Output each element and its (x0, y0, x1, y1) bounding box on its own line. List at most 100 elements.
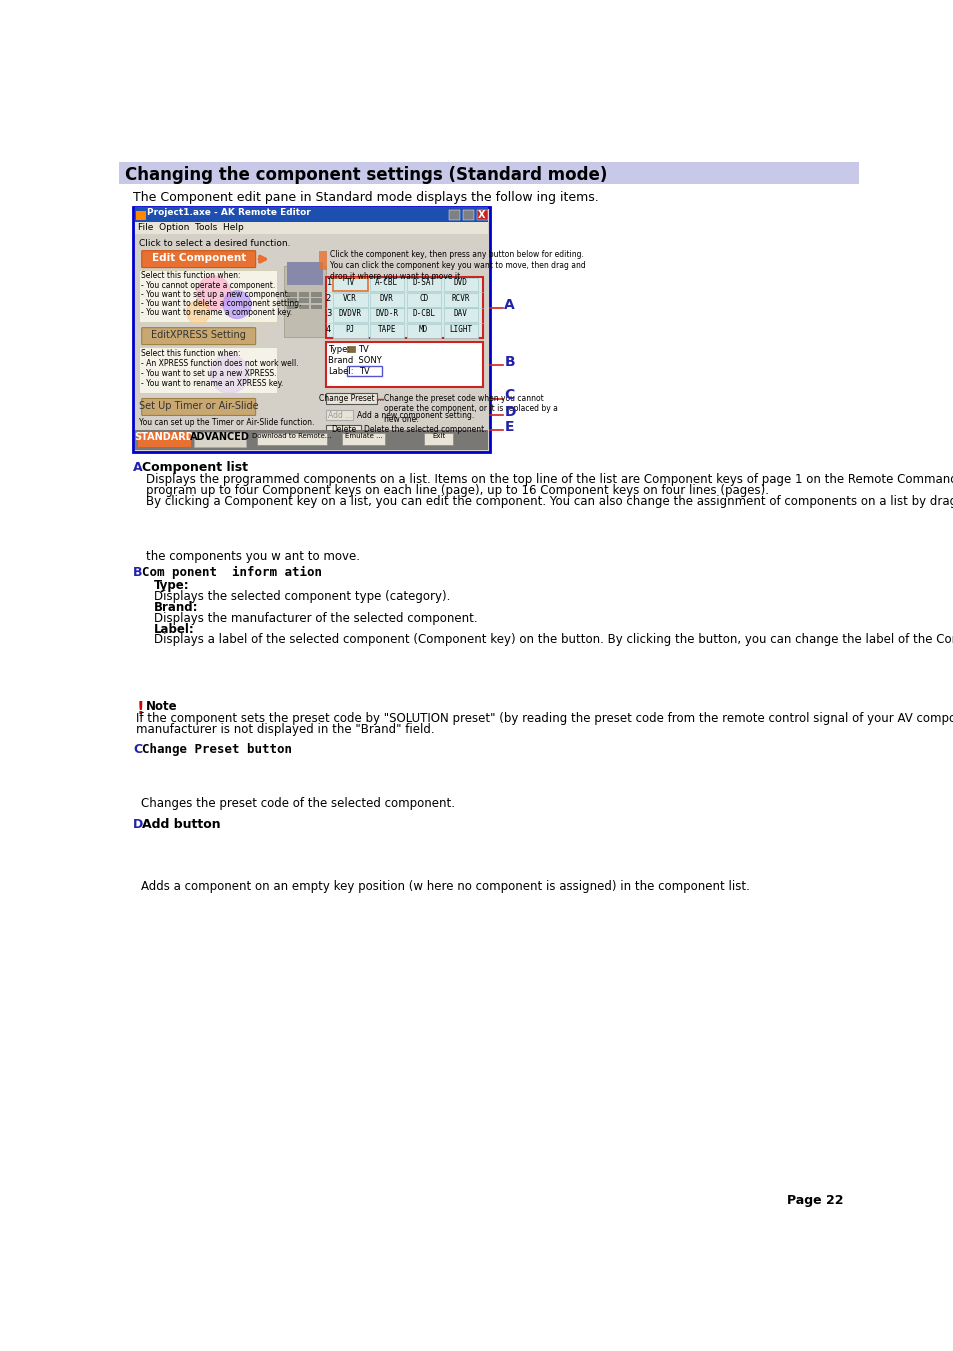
Text: Add button: Add button (142, 819, 221, 831)
FancyBboxPatch shape (370, 293, 404, 307)
Text: CD: CD (418, 293, 428, 303)
FancyBboxPatch shape (142, 399, 255, 416)
Text: A: A (133, 461, 143, 474)
Text: 1: 1 (326, 278, 331, 288)
FancyBboxPatch shape (134, 235, 488, 449)
FancyBboxPatch shape (142, 328, 255, 345)
FancyBboxPatch shape (333, 293, 367, 307)
Text: Change Preset button: Change Preset button (142, 743, 293, 755)
Text: Label:: Label: (154, 623, 194, 635)
FancyBboxPatch shape (193, 431, 246, 447)
Text: RCVR: RCVR (451, 293, 469, 303)
Text: DVR: DVR (379, 293, 394, 303)
Text: Changes the preset code of the selected component.: Changes the preset code of the selected … (141, 797, 455, 809)
Text: Brand:: Brand: (154, 601, 198, 613)
FancyBboxPatch shape (286, 292, 296, 297)
FancyBboxPatch shape (311, 292, 321, 297)
FancyBboxPatch shape (342, 434, 385, 446)
Text: Com ponent  inform ation: Com ponent inform ation (142, 566, 322, 578)
Text: program up to four Component keys on each line (page), up to 16 Component keys o: program up to four Component keys on eac… (146, 484, 768, 497)
Text: Select this function when:: Select this function when: (141, 272, 240, 281)
Text: Displays the programmed components on a list. Items on the top line of the list : Displays the programmed components on a … (146, 473, 953, 486)
Text: PJ: PJ (345, 324, 355, 334)
Text: - You want to set up a new component.: - You want to set up a new component. (141, 290, 290, 299)
Text: - You want to set up a new XPRESS.: - You want to set up a new XPRESS. (141, 369, 276, 378)
FancyBboxPatch shape (326, 411, 353, 420)
FancyBboxPatch shape (311, 304, 321, 309)
Text: Add a new component setting.: Add a new component setting. (356, 411, 474, 420)
Text: Displays a label of the selected component (Component key) on the button. By cli: Displays a label of the selected compone… (154, 634, 953, 646)
FancyBboxPatch shape (406, 277, 441, 292)
FancyBboxPatch shape (347, 346, 355, 353)
Text: D-SAT: D-SAT (412, 278, 435, 288)
Text: Change Preset ...: Change Preset ... (318, 394, 383, 403)
Text: Click to select a desired function.: Click to select a desired function. (139, 239, 291, 249)
Text: Click the component key, then press any button below for editing.
You can click : Click the component key, then press any … (330, 250, 585, 281)
Text: TV: TV (358, 367, 369, 376)
FancyBboxPatch shape (319, 251, 327, 270)
Text: Adds a component on an empty key position (w here no component is assigned) in t: Adds a component on an empty key positio… (141, 880, 749, 893)
Text: - You want to rename a component key.: - You want to rename a component key. (141, 308, 292, 317)
FancyBboxPatch shape (298, 299, 309, 303)
Text: 3: 3 (326, 309, 331, 319)
FancyBboxPatch shape (370, 308, 404, 323)
FancyBboxPatch shape (406, 308, 441, 323)
Text: !: ! (136, 700, 144, 717)
Text: B: B (133, 566, 143, 578)
FancyBboxPatch shape (283, 266, 326, 336)
Text: TV: TV (357, 345, 368, 354)
FancyBboxPatch shape (326, 342, 483, 386)
Text: STANDARD: STANDARD (134, 432, 193, 442)
Text: TV: TV (345, 278, 355, 288)
FancyBboxPatch shape (133, 207, 489, 451)
Text: Changing the component settings (Standard mode): Changing the component settings (Standar… (125, 166, 607, 184)
Text: ADVANCED: ADVANCED (190, 432, 250, 442)
Text: DVD-R: DVD-R (375, 309, 398, 319)
Text: Displays the selected component type (category).: Displays the selected component type (ca… (154, 590, 450, 604)
Text: C: C (133, 743, 142, 755)
FancyBboxPatch shape (139, 347, 276, 393)
Text: D-CBL: D-CBL (412, 309, 435, 319)
FancyBboxPatch shape (326, 393, 376, 404)
Text: TAPE: TAPE (377, 324, 395, 334)
Text: Delete: Delete (331, 426, 355, 435)
Text: A: A (504, 297, 515, 312)
Text: Emulate ...: Emulate ... (344, 434, 382, 439)
Text: B: B (504, 354, 515, 369)
Text: Set Up Timer or Air-Slide: Set Up Timer or Air-Slide (139, 401, 258, 411)
FancyBboxPatch shape (333, 324, 367, 338)
FancyBboxPatch shape (134, 207, 488, 222)
FancyBboxPatch shape (298, 292, 309, 297)
FancyBboxPatch shape (347, 366, 381, 376)
FancyBboxPatch shape (286, 262, 323, 285)
Text: - An XPRESS function does not work well.: - An XPRESS function does not work well. (141, 359, 298, 369)
FancyBboxPatch shape (134, 222, 488, 235)
Circle shape (223, 290, 251, 319)
FancyBboxPatch shape (449, 209, 459, 220)
Text: Download to Remote...: Download to Remote... (252, 434, 332, 439)
FancyBboxPatch shape (311, 299, 321, 303)
Circle shape (196, 276, 231, 309)
FancyBboxPatch shape (406, 293, 441, 307)
Text: Type:: Type: (328, 345, 351, 354)
FancyBboxPatch shape (333, 308, 367, 323)
FancyBboxPatch shape (443, 324, 477, 338)
Text: - You want to delete a component setting.: - You want to delete a component setting… (141, 299, 301, 308)
Text: MD: MD (418, 324, 428, 334)
Text: D: D (133, 819, 143, 831)
Text: - You want to rename an XPRESS key.: - You want to rename an XPRESS key. (141, 380, 283, 388)
FancyBboxPatch shape (286, 299, 296, 303)
Text: VCR: VCR (343, 293, 356, 303)
FancyBboxPatch shape (286, 304, 296, 309)
FancyBboxPatch shape (139, 270, 276, 323)
FancyBboxPatch shape (119, 162, 858, 184)
FancyBboxPatch shape (137, 431, 191, 447)
Text: E: E (504, 420, 514, 434)
Text: File  Option  Tools  Help: File Option Tools Help (137, 223, 243, 232)
Text: A-CBL: A-CBL (375, 278, 398, 288)
Text: Page 22: Page 22 (786, 1194, 843, 1206)
Text: 2: 2 (326, 293, 331, 303)
FancyBboxPatch shape (443, 277, 477, 292)
Text: Brand  SONY: Brand SONY (328, 357, 382, 365)
FancyBboxPatch shape (134, 430, 488, 450)
